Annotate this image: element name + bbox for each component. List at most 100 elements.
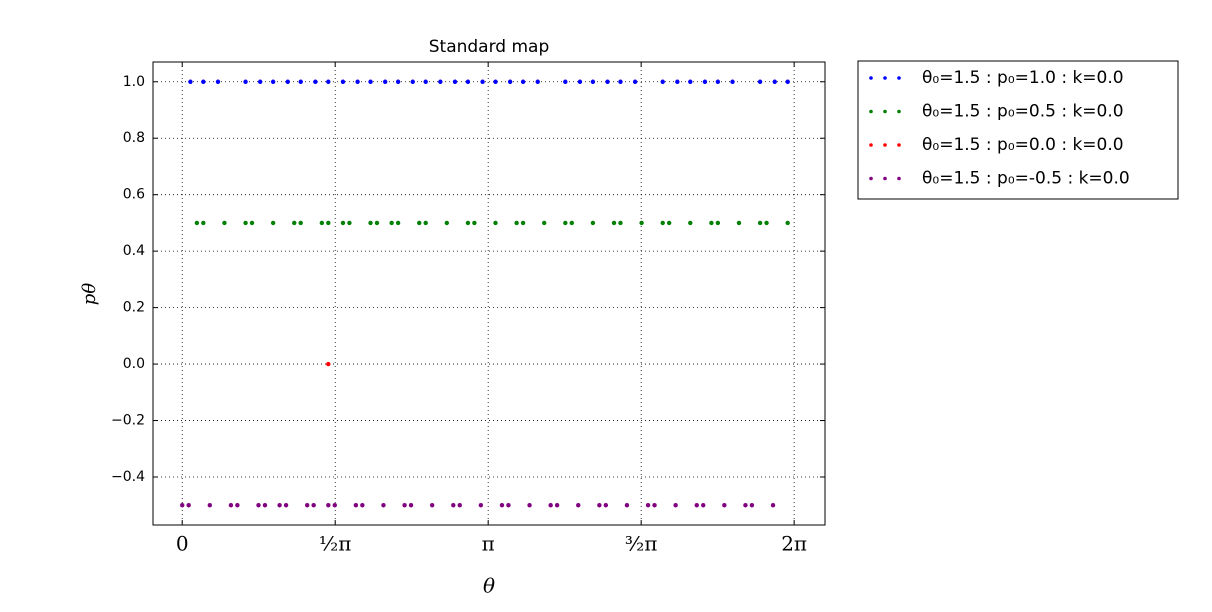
point [563,220,568,226]
point [256,503,261,508]
point [201,220,206,226]
point [694,503,699,508]
point [736,220,742,226]
point [207,503,212,508]
legend-marker [883,176,887,181]
point [186,503,191,508]
point [660,79,665,84]
point [374,220,380,226]
point [645,503,651,508]
y-axis-label: pθ [79,283,100,306]
point [527,503,532,508]
point [402,503,407,508]
point [701,503,706,508]
point [340,220,346,226]
point [507,79,513,84]
y-tick-label: −0.4 [111,469,145,485]
y-tick-label: 0.8 [123,130,145,146]
point [702,79,708,84]
point [652,503,657,508]
point [709,220,714,226]
point [535,79,540,84]
point [542,220,547,226]
point [688,220,693,226]
point [410,79,415,84]
point [457,503,462,508]
point [438,79,443,84]
point [715,79,721,84]
point [258,79,263,84]
point [554,503,560,508]
point [757,220,763,226]
point [743,503,748,508]
point [292,220,297,226]
point [319,220,325,226]
point [757,79,763,84]
point [576,503,581,508]
point [381,503,386,508]
point [499,503,505,508]
point [298,220,303,226]
point [605,79,610,84]
legend-marker [897,76,901,80]
point [770,503,776,508]
legend-marker [897,109,901,114]
point [660,220,665,226]
point [618,220,623,226]
point [563,79,568,84]
point [235,503,240,508]
y-tick-label: 0.4 [123,243,145,259]
point [785,79,790,84]
point [493,220,498,226]
point [520,79,526,84]
legend-label: θ₀=1.5 : p₀=1.0 : k=0.0 [922,68,1124,88]
point [730,79,735,84]
point [360,503,365,508]
point [666,220,672,226]
point [715,220,721,226]
point [480,79,485,84]
point [577,79,583,84]
chart-title: Standard map [429,37,550,57]
point [368,220,373,226]
point [506,503,511,508]
point [395,220,401,226]
point [548,503,553,508]
legend-marker [883,109,887,114]
point [493,79,498,84]
point [326,220,331,226]
point [688,79,693,84]
point [478,503,484,508]
point [624,503,630,508]
point [270,79,276,84]
point [569,220,574,226]
point [326,361,331,367]
x-tick-label: 0 [176,532,189,556]
point [347,220,352,226]
point [785,220,790,226]
point [222,220,227,226]
point [472,220,477,226]
point [382,79,388,84]
point [423,79,428,84]
point [417,220,422,226]
legend-label: θ₀=1.5 : p₀=-0.5 : k=0.0 [922,169,1130,189]
legend-box [857,60,1179,200]
point [277,503,282,508]
point [423,220,428,226]
point [340,79,346,84]
point [332,503,337,508]
point [368,79,373,84]
point [429,503,435,508]
x-tick-label: ³⁄₂π [625,532,658,556]
legend-marker [897,143,901,147]
point [262,503,268,508]
x-tick-label: 2π [781,532,807,556]
plot-frame [152,61,826,526]
point [353,503,359,508]
point [313,79,318,84]
point [632,79,638,84]
point [590,220,596,226]
point [180,503,185,508]
